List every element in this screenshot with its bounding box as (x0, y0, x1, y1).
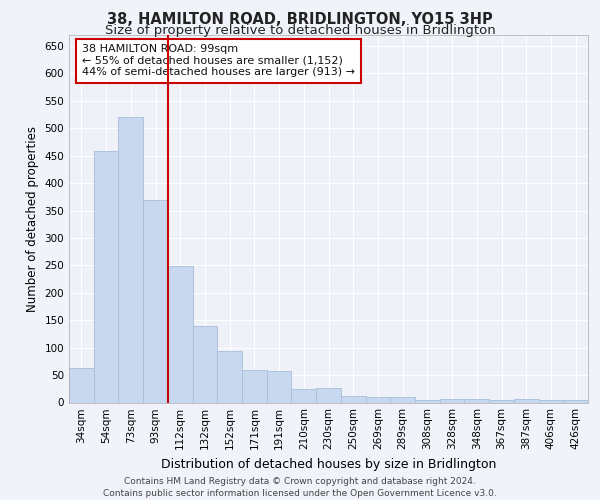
Bar (316, 388, 341, 402)
Bar (193, 326, 217, 402)
Bar (464, 398, 489, 402)
Bar (267, 371, 292, 402)
Bar (69, 368, 94, 402)
Bar (440, 398, 464, 402)
Bar (168, 266, 193, 402)
Bar (94, 152, 118, 402)
X-axis label: Distribution of detached houses by size in Bridlington: Distribution of detached houses by size … (161, 458, 496, 471)
Bar (365, 397, 390, 402)
Bar (143, 200, 168, 402)
Text: Contains HM Land Registry data © Crown copyright and database right 2024.
Contai: Contains HM Land Registry data © Crown c… (103, 476, 497, 498)
Bar (292, 389, 316, 402)
Bar (390, 397, 415, 402)
Text: 38 HAMILTON ROAD: 99sqm
← 55% of detached houses are smaller (1,152)
44% of semi: 38 HAMILTON ROAD: 99sqm ← 55% of detache… (82, 44, 355, 78)
Bar (242, 370, 267, 402)
Bar (563, 400, 588, 402)
Bar (217, 352, 242, 403)
Bar (514, 398, 539, 402)
Text: 38, HAMILTON ROAD, BRIDLINGTON, YO15 3HP: 38, HAMILTON ROAD, BRIDLINGTON, YO15 3HP (107, 12, 493, 28)
Bar (341, 396, 365, 402)
Bar (415, 400, 440, 402)
Bar (118, 118, 143, 403)
Bar (539, 400, 563, 402)
Text: Size of property relative to detached houses in Bridlington: Size of property relative to detached ho… (104, 24, 496, 37)
Y-axis label: Number of detached properties: Number of detached properties (26, 126, 39, 312)
Bar (489, 400, 514, 402)
